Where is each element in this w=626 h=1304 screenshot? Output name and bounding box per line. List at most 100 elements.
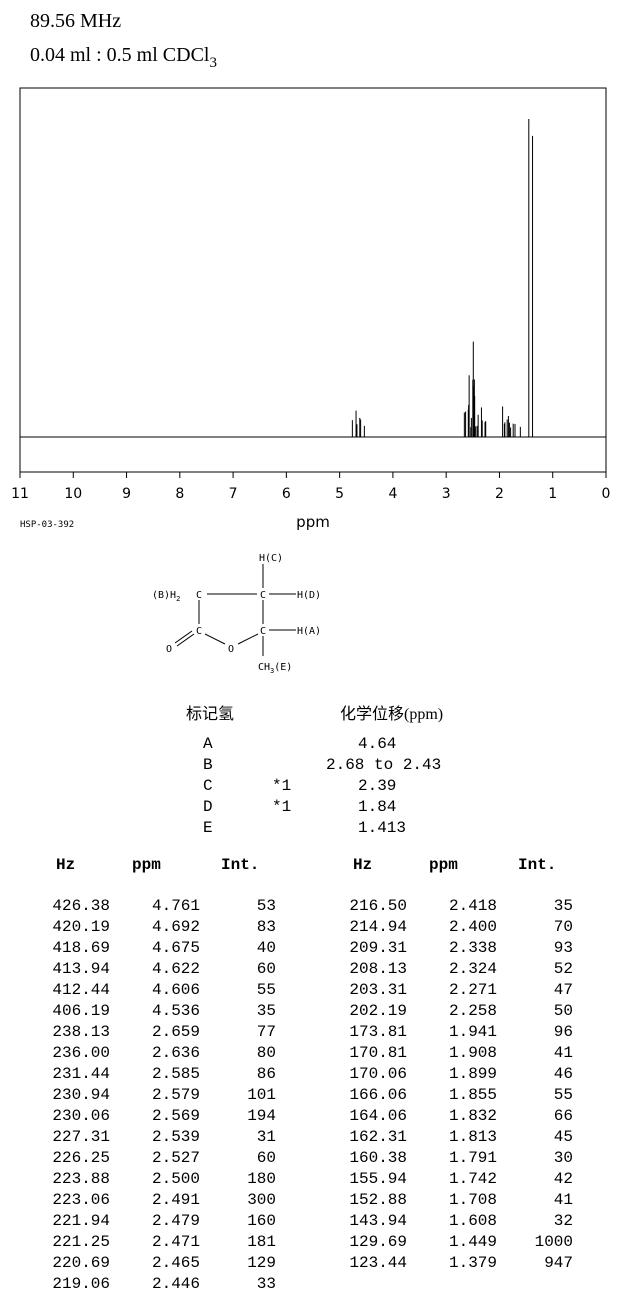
x-tick-label: 2 [495, 486, 504, 502]
atom-hc-label: H(C) [259, 553, 283, 564]
peak-table-header-hz-right: Hz [353, 856, 373, 874]
peak-hz: 202.19 [349, 1002, 407, 1020]
peak-ppm: 2.471 [151, 1233, 200, 1251]
peak-int: 52 [553, 960, 573, 978]
peak-int: 55 [553, 1086, 573, 1104]
atom-oring-label: O [228, 644, 234, 655]
peak-int: 33 [256, 1275, 276, 1293]
peak-int: 83 [256, 918, 276, 936]
peak-table-header-int-right: Int. [518, 856, 557, 874]
peak-ppm: 2.585 [151, 1065, 200, 1083]
peak-ppm: 2.579 [151, 1086, 200, 1104]
peak-int: 86 [256, 1065, 276, 1083]
molecule-structure: H(C) (B)H2 C C H(D) C O C H(A) O CH3(E) [152, 553, 321, 675]
assignment-header-label: 标记氢 [186, 706, 235, 723]
assignment-row: A 4.64 [0, 735, 396, 756]
peak-hz: 160.38 [349, 1149, 407, 1167]
peak-hz: 413.94 [52, 960, 110, 978]
peak-int: 181 [247, 1233, 276, 1251]
x-tick-label: 1 [548, 486, 557, 502]
peak-int: 53 [256, 897, 276, 915]
spectrum-id: HSP-03-392 [20, 520, 74, 530]
peak-int: 40 [256, 939, 276, 957]
peak-hz: 170.81 [349, 1044, 407, 1062]
assignment-note: *1 [272, 798, 292, 816]
peak-hz: 123.44 [349, 1254, 407, 1272]
atom-c2-label: C [196, 590, 202, 601]
peak-hz: 219.06 [52, 1275, 110, 1293]
peak-int: 93 [553, 939, 573, 957]
peak-ppm: 2.659 [151, 1023, 200, 1041]
x-tick-label: 8 [175, 486, 184, 502]
assignment-shift: 1.84 [358, 798, 397, 816]
atom-hd-label: H(D) [297, 590, 321, 601]
peak-int: 70 [553, 918, 573, 936]
x-tick-label: 7 [229, 486, 238, 502]
peak-int: 45 [553, 1128, 573, 1146]
peak-ppm: 2.636 [151, 1044, 200, 1062]
assignment-shift: 2.39 [358, 777, 397, 795]
x-tick-label: 5 [335, 486, 344, 502]
peak-ppm: 1.832 [448, 1107, 497, 1125]
peak-table-header-ppm-right: ppm [429, 856, 458, 874]
peak-hz: 170.06 [349, 1065, 407, 1083]
peak-ppm: 1.742 [448, 1170, 497, 1188]
peak-ppm: 1.813 [448, 1128, 497, 1146]
peak-int: 41 [553, 1044, 573, 1062]
peak-hz: 221.25 [52, 1233, 110, 1251]
peak-int: 180 [247, 1170, 276, 1188]
peak-ppm: 2.491 [151, 1191, 200, 1209]
peak-ppm: 2.479 [151, 1212, 200, 1230]
assignment-row: C *1 2.39 [0, 777, 396, 798]
peak-ppm: 4.675 [151, 939, 200, 957]
peak-int: 50 [553, 1002, 573, 1020]
peak-hz: 223.06 [52, 1191, 110, 1209]
peak-int: 41 [553, 1191, 573, 1209]
peak-ppm: 2.500 [151, 1170, 200, 1188]
peaks-layer [351, 119, 534, 437]
peak-ppm: 4.536 [151, 1002, 200, 1020]
peak-ppm: 4.692 [151, 918, 200, 936]
peak-hz: 208.13 [349, 960, 407, 978]
x-axis-label: ppm [296, 513, 330, 531]
peak-int: 160 [247, 1212, 276, 1230]
atom-c4-label: C [260, 626, 266, 637]
assignment-label: E [203, 819, 213, 837]
assignment-note: *1 [272, 777, 292, 795]
assignment-shift: 2.68 to 2.43 [326, 756, 442, 774]
peak-int: 32 [553, 1212, 573, 1230]
peak-ppm: 1.608 [448, 1212, 497, 1230]
peak-ppm: 1.941 [448, 1023, 497, 1041]
peak-int: 30 [553, 1149, 573, 1167]
peak-ppm: 1.379 [448, 1254, 497, 1272]
peak-ppm: 1.791 [448, 1149, 497, 1167]
peak-int: 66 [553, 1107, 573, 1125]
peak-ppm: 1.449 [448, 1233, 497, 1251]
peak-hz: 412.44 [52, 981, 110, 999]
peak-hz: 226.25 [52, 1149, 110, 1167]
assignment-header-shift: 化学位移(ppm) [340, 706, 444, 723]
atom-c1-label: C [196, 626, 202, 637]
peak-hz: 420.19 [52, 918, 110, 936]
peak-hz: 227.31 [52, 1128, 110, 1146]
x-tick-label: 9 [122, 486, 131, 502]
peak-int: 947 [544, 1254, 573, 1272]
peak-int: 35 [553, 897, 573, 915]
assignment-label: B [203, 756, 213, 774]
peak-ppm: 4.761 [151, 897, 200, 915]
peak-int: 47 [553, 981, 573, 999]
peak-int: 60 [256, 1149, 276, 1167]
plot-frame [19, 87, 607, 473]
spectrometer-frequency: 89.56 MHz [30, 10, 122, 32]
peak-hz: 216.50 [349, 897, 407, 915]
assignment-shift: 1.413 [358, 819, 407, 837]
peak-int: 101 [247, 1086, 276, 1104]
peak-hz: 418.69 [52, 939, 110, 957]
peak-hz: 236.00 [52, 1044, 110, 1062]
peak-ppm: 2.527 [151, 1149, 200, 1167]
peak-hz: 166.06 [349, 1086, 407, 1104]
atom-ch2-b-label: (B)H2 [152, 590, 180, 603]
peak-hz: 162.31 [349, 1128, 407, 1146]
peak-hz: 152.88 [349, 1191, 407, 1209]
assignment-label: C [203, 777, 213, 795]
